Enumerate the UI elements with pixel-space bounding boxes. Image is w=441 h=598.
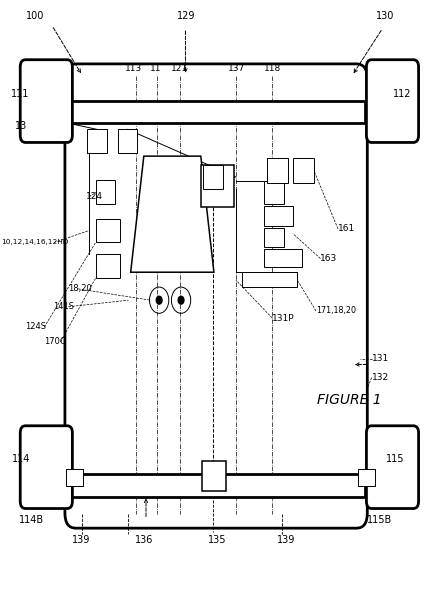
Text: 139: 139 xyxy=(72,535,91,545)
Bar xyxy=(266,158,288,183)
Bar xyxy=(66,469,83,487)
Bar xyxy=(243,272,297,287)
Bar xyxy=(96,180,116,204)
Bar xyxy=(67,101,365,123)
Bar xyxy=(264,181,284,204)
Bar xyxy=(264,228,284,247)
Text: 161: 161 xyxy=(338,224,355,233)
Circle shape xyxy=(156,296,162,304)
Bar xyxy=(87,129,107,153)
Bar xyxy=(117,129,137,153)
Text: 137: 137 xyxy=(228,63,246,72)
Text: 18,20: 18,20 xyxy=(68,285,92,294)
Bar xyxy=(358,469,375,487)
Text: 170C: 170C xyxy=(45,337,66,346)
Text: 11: 11 xyxy=(150,63,162,72)
Bar xyxy=(96,254,120,278)
Bar xyxy=(264,206,293,227)
Text: 136: 136 xyxy=(135,535,153,545)
Text: 132: 132 xyxy=(372,373,389,382)
Text: 131P: 131P xyxy=(272,313,295,322)
Bar xyxy=(201,165,234,207)
Polygon shape xyxy=(131,156,214,272)
FancyBboxPatch shape xyxy=(20,60,72,142)
Text: 135: 135 xyxy=(208,535,227,545)
Text: 10,12,14,16,12HD: 10,12,14,16,12HD xyxy=(1,239,69,245)
Text: 131: 131 xyxy=(372,354,389,363)
Text: 100: 100 xyxy=(26,11,44,22)
Bar xyxy=(96,219,120,242)
Text: 115B: 115B xyxy=(367,515,392,526)
Text: 171,18,20: 171,18,20 xyxy=(316,306,356,315)
Text: 163: 163 xyxy=(321,254,338,263)
Bar xyxy=(293,158,314,183)
Text: 130: 130 xyxy=(376,11,394,22)
Text: 124S: 124S xyxy=(26,322,46,331)
Bar xyxy=(264,249,302,267)
Text: 13: 13 xyxy=(15,121,27,132)
Text: 141S: 141S xyxy=(53,302,74,311)
Text: 113: 113 xyxy=(125,63,142,72)
Text: 114B: 114B xyxy=(19,515,44,526)
Bar xyxy=(203,165,223,189)
FancyBboxPatch shape xyxy=(366,60,419,142)
Bar xyxy=(202,461,226,491)
Text: 129: 129 xyxy=(177,11,195,22)
FancyBboxPatch shape xyxy=(366,426,419,508)
FancyBboxPatch shape xyxy=(20,426,72,508)
FancyBboxPatch shape xyxy=(65,64,367,528)
Text: 124: 124 xyxy=(86,192,103,201)
Text: 111: 111 xyxy=(11,89,30,99)
Text: 114: 114 xyxy=(12,453,31,463)
Circle shape xyxy=(178,296,184,304)
Bar xyxy=(67,474,365,496)
Text: 115: 115 xyxy=(386,453,405,463)
Text: 121: 121 xyxy=(172,63,189,72)
Text: FIGURE 1: FIGURE 1 xyxy=(317,393,381,407)
Text: 112: 112 xyxy=(393,89,411,99)
Text: 139: 139 xyxy=(277,535,295,545)
Text: 118: 118 xyxy=(264,63,281,72)
